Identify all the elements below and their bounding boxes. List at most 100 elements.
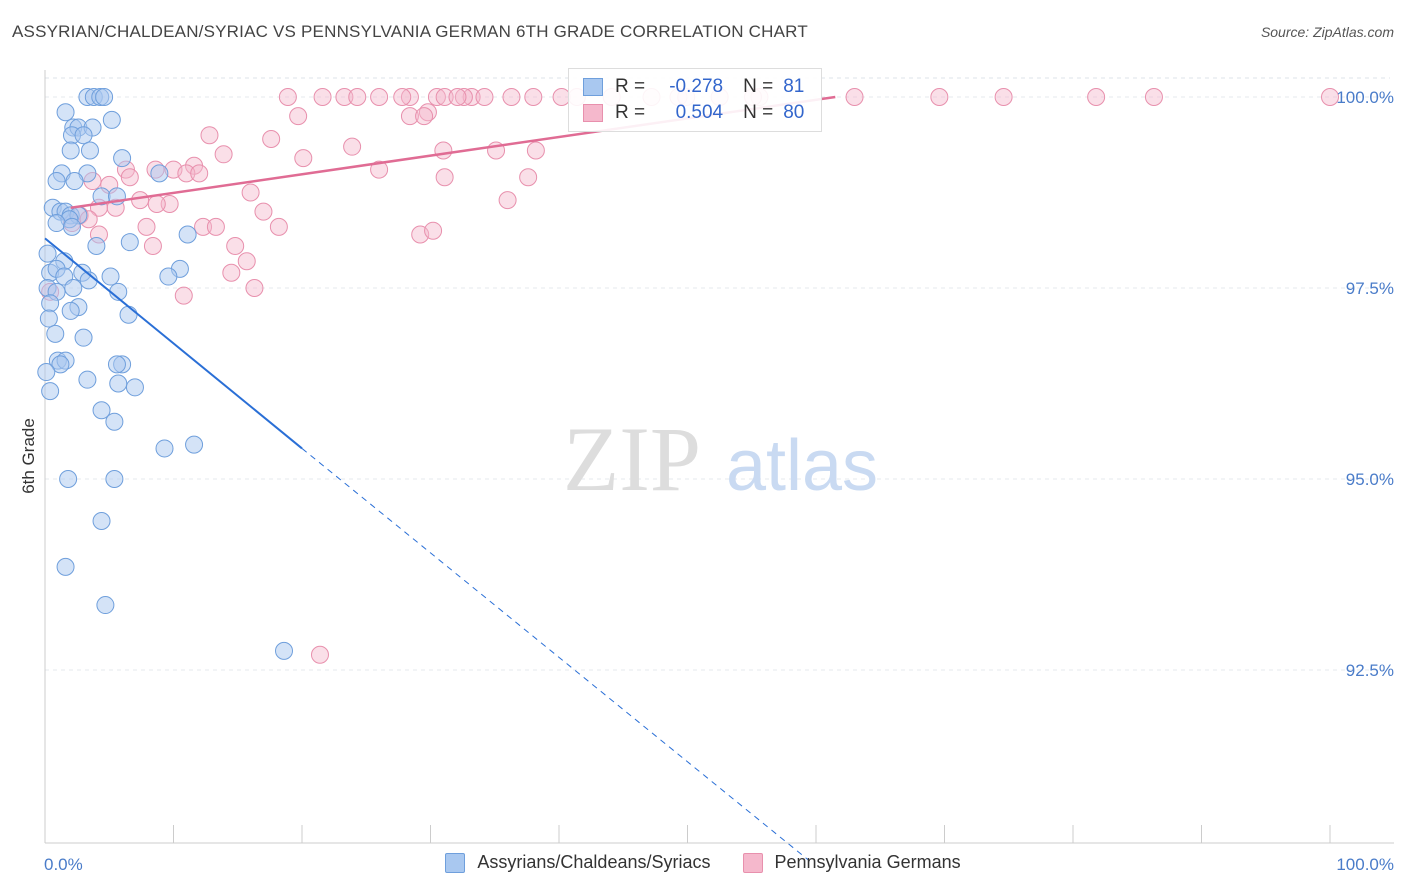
point-assyrian bbox=[159, 267, 178, 286]
point-penn bbox=[498, 191, 517, 210]
point-penn bbox=[206, 217, 225, 236]
point-penn bbox=[241, 183, 260, 202]
point-assyrian bbox=[119, 305, 138, 324]
point-assyrian bbox=[92, 401, 111, 420]
point-assyrian bbox=[113, 149, 132, 168]
point-penn bbox=[370, 88, 389, 106]
point-penn bbox=[370, 160, 389, 179]
pink-points bbox=[41, 88, 1339, 664]
legend-item-assyrian[interactable]: Assyrians/Chaldeans/Syriacs bbox=[445, 852, 711, 873]
point-assyrian bbox=[101, 267, 120, 286]
point-penn bbox=[1321, 88, 1339, 106]
point-assyrian bbox=[37, 363, 56, 382]
point-assyrian bbox=[56, 103, 75, 122]
point-penn bbox=[200, 126, 219, 145]
watermark: ZIP atlas bbox=[563, 408, 878, 510]
legend-item-penn[interactable]: Pennsylvania Germans bbox=[742, 852, 961, 873]
point-assyrian bbox=[41, 382, 60, 401]
chart-title: ASSYRIAN/CHALDEAN/SYRIAC VS PENNSYLVANIA… bbox=[12, 22, 808, 41]
point-assyrian bbox=[41, 294, 60, 313]
point-assyrian bbox=[95, 88, 114, 106]
legend-n-label: N = bbox=[743, 76, 774, 97]
point-penn bbox=[502, 88, 521, 106]
axes bbox=[44, 70, 1394, 844]
point-penn bbox=[427, 88, 446, 106]
point-assyrian bbox=[105, 412, 124, 431]
point-assyrian bbox=[80, 141, 99, 160]
point-penn bbox=[524, 88, 543, 106]
y-tick-label: 95.0% bbox=[1346, 470, 1394, 489]
point-penn bbox=[1144, 88, 1163, 106]
x-tick-max: 100.0% bbox=[1336, 855, 1394, 874]
legend-r-value-2: 0.504 bbox=[675, 102, 724, 123]
point-penn bbox=[262, 130, 281, 149]
trend-assyrian bbox=[44, 237, 303, 450]
point-penn bbox=[462, 88, 481, 106]
y-tick-label: 97.5% bbox=[1346, 279, 1394, 298]
point-assyrian bbox=[87, 236, 106, 255]
point-penn bbox=[120, 168, 139, 187]
point-assyrian bbox=[185, 435, 204, 454]
point-assyrian bbox=[47, 172, 66, 191]
point-assyrian bbox=[65, 172, 84, 191]
legend-row-penn: R = 0.504 N = 80 bbox=[583, 101, 804, 125]
point-penn bbox=[160, 194, 179, 213]
legend-swatch-pink bbox=[583, 104, 603, 122]
legend-row-assyrian: R = -0.278 N = 81 bbox=[583, 75, 804, 99]
legend-swatch-pink bbox=[742, 852, 763, 873]
watermark-atlas: atlas bbox=[726, 426, 878, 506]
point-assyrian bbox=[96, 596, 115, 615]
point-assyrian bbox=[78, 370, 97, 389]
point-penn bbox=[226, 236, 245, 255]
point-assyrian bbox=[59, 470, 78, 488]
legend-n-label: N = bbox=[743, 102, 774, 123]
point-penn bbox=[245, 279, 264, 297]
point-penn bbox=[335, 88, 354, 106]
point-assyrian bbox=[178, 225, 197, 244]
stats-legend: R = -0.278 N = 81 R = 0.504 N = 80 bbox=[568, 68, 822, 132]
point-assyrian bbox=[56, 557, 75, 576]
point-assyrian bbox=[46, 324, 65, 343]
y-axis-label: 6th Grade bbox=[19, 418, 38, 494]
point-assyrian bbox=[155, 439, 174, 458]
point-penn bbox=[1087, 88, 1106, 106]
point-penn bbox=[237, 252, 256, 271]
point-penn bbox=[994, 88, 1013, 106]
point-assyrian bbox=[51, 355, 70, 374]
point-assyrian bbox=[107, 355, 126, 374]
point-assyrian bbox=[39, 309, 58, 328]
point-assyrian bbox=[61, 301, 80, 320]
series-legend: Assyrians/Chaldeans/Syriacs Pennsylvania… bbox=[0, 852, 1406, 873]
point-penn bbox=[137, 217, 156, 236]
point-penn bbox=[400, 88, 419, 106]
point-assyrian bbox=[125, 378, 144, 397]
point-assyrian bbox=[74, 328, 93, 347]
legend-n-value-1: 81 bbox=[783, 76, 805, 97]
point-assyrian bbox=[109, 374, 128, 393]
point-penn bbox=[222, 263, 241, 282]
point-penn bbox=[313, 88, 332, 106]
point-penn bbox=[435, 88, 454, 106]
point-penn bbox=[294, 149, 313, 168]
point-penn bbox=[526, 141, 545, 160]
point-assyrian bbox=[47, 214, 66, 233]
point-assyrian bbox=[102, 110, 121, 129]
legend-label-assyrian: Assyrians/Chaldeans/Syriacs bbox=[477, 852, 711, 872]
legend-r-label: R = bbox=[615, 76, 646, 97]
legend-n-value-2: 80 bbox=[783, 102, 805, 123]
point-assyrian bbox=[105, 470, 124, 488]
point-penn bbox=[930, 88, 949, 106]
point-penn bbox=[454, 88, 473, 106]
point-penn bbox=[393, 88, 412, 106]
legend-label-penn: Pennsylvania Germans bbox=[774, 852, 961, 872]
point-assyrian bbox=[92, 512, 111, 531]
point-penn bbox=[131, 191, 150, 210]
point-penn bbox=[174, 286, 193, 305]
point-penn bbox=[147, 194, 166, 213]
point-assyrian bbox=[64, 279, 83, 297]
grid bbox=[45, 77, 1390, 671]
point-assyrian bbox=[150, 164, 169, 183]
trend-assyrian-extension bbox=[301, 448, 810, 862]
point-penn bbox=[194, 217, 213, 236]
